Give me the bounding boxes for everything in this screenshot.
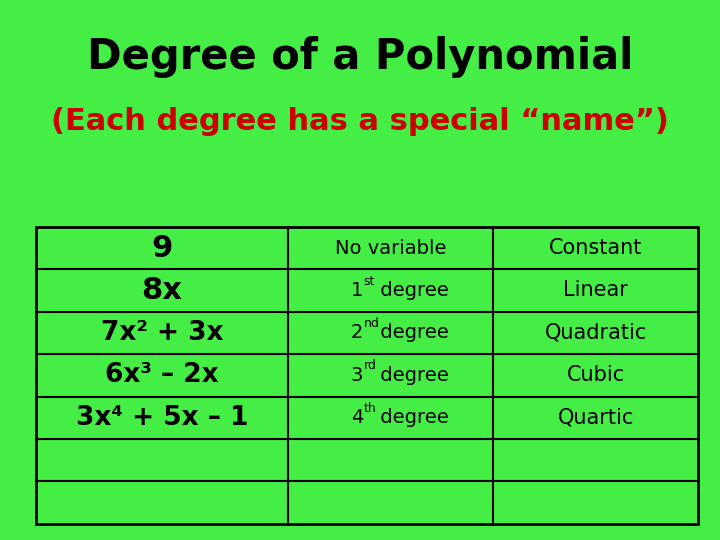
Text: (Each degree has a special “name”): (Each degree has a special “name”) — [51, 107, 669, 136]
Text: rd: rd — [364, 360, 377, 373]
Text: degree: degree — [374, 323, 449, 342]
Text: st: st — [364, 275, 375, 288]
Text: nd: nd — [364, 317, 379, 330]
Text: 8x: 8x — [141, 276, 182, 305]
Bar — [36, 227, 698, 524]
Text: 7x² + 3x: 7x² + 3x — [101, 320, 223, 346]
Text: Cubic: Cubic — [567, 365, 625, 386]
Text: degree: degree — [374, 408, 449, 427]
Text: 2: 2 — [351, 323, 363, 342]
Text: 6x³ – 2x: 6x³ – 2x — [105, 362, 219, 388]
Text: Degree of a Polynomial: Degree of a Polynomial — [87, 36, 633, 78]
Text: 9: 9 — [151, 233, 173, 262]
Text: degree: degree — [374, 366, 449, 385]
Text: th: th — [364, 402, 377, 415]
Text: No variable: No variable — [335, 239, 446, 258]
Text: Quadratic: Quadratic — [544, 323, 647, 343]
Text: 3x⁴ + 5x – 1: 3x⁴ + 5x – 1 — [76, 404, 248, 431]
Text: degree: degree — [374, 281, 449, 300]
Text: 3: 3 — [351, 366, 363, 385]
Text: 4: 4 — [351, 408, 363, 427]
Text: Linear: Linear — [563, 280, 628, 300]
Text: 1: 1 — [351, 281, 363, 300]
Text: Quartic: Quartic — [557, 408, 634, 428]
Text: Constant: Constant — [549, 238, 642, 258]
